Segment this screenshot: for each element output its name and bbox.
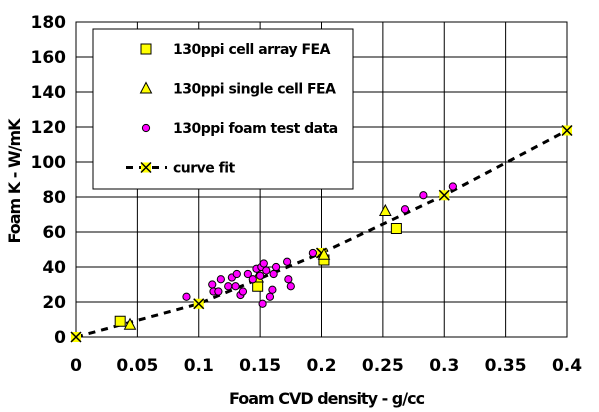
y-tick-label: 20 [42, 293, 66, 313]
data-point [259, 259, 268, 268]
data-point [438, 189, 450, 201]
x-tick-label: 0.35 [485, 356, 527, 376]
data-point [231, 282, 240, 291]
data-point [238, 287, 248, 296]
x-tick-label: 0.25 [362, 356, 404, 376]
data-point [269, 269, 278, 279]
data-point [400, 205, 410, 214]
legend-marker [141, 123, 151, 133]
y-axis-title: Foam K - W/mK [5, 118, 24, 244]
data-point [308, 248, 318, 258]
data-point [390, 223, 402, 234]
x-axis-title: Foam CVD density - g/cc [229, 389, 425, 408]
data-point [70, 331, 82, 343]
legend-label: 130ppi cell array FEA [173, 42, 331, 58]
data-point [265, 292, 275, 301]
data-point [262, 266, 271, 275]
data-point [271, 262, 281, 272]
x-tick-label: 0 [70, 356, 82, 376]
data-point [419, 191, 428, 200]
y-tick-label: 60 [42, 223, 66, 243]
x-tick-label: 0.4 [552, 356, 582, 376]
x-tick-label: 0.05 [116, 356, 158, 376]
data-point [114, 315, 126, 327]
data-point [182, 292, 191, 301]
data-point [379, 203, 392, 216]
legend-label: 130ppi single cell FEA [173, 82, 336, 98]
legend-marker [139, 81, 153, 94]
x-marker-cross [561, 124, 573, 137]
y-tick-label: 140 [31, 83, 67, 103]
data-point [193, 298, 205, 310]
data-point [268, 285, 277, 294]
x-tick-label: 0.2 [306, 356, 336, 376]
series-layer [70, 124, 573, 343]
data-point [216, 275, 225, 284]
tick-labels: 0 0.05 0.1 0.15 0.2 0.25 0.3 0.35 0.4 0 20 40 60 80 10… [31, 13, 583, 376]
data-point [214, 287, 223, 296]
x-marker-cross [70, 331, 82, 343]
data-point [317, 247, 331, 260]
y-tick-label: 180 [31, 13, 67, 33]
legend: 130ppi cell array FEA 130ppi single cell … [92, 28, 354, 190]
data-point [448, 182, 457, 191]
y-tick-label: 40 [42, 258, 66, 278]
x-tick-label: 0.3 [429, 356, 459, 376]
y-tick-label: 0 [54, 328, 66, 348]
y-tick-label: 100 [31, 153, 67, 173]
data-point [561, 124, 573, 137]
data-point [232, 269, 241, 279]
series-130ppi-foam-test-data [182, 182, 457, 308]
data-point [123, 317, 137, 330]
x-marker-cross [438, 189, 450, 201]
x-marker-cross [140, 161, 152, 174]
x-tick-label: 0.15 [239, 356, 281, 376]
legend-label: 130ppi foam test data [173, 121, 338, 137]
data-point [284, 275, 293, 284]
data-point [286, 282, 295, 291]
data-point [248, 275, 257, 284]
legend-box [92, 28, 354, 190]
legend-marker [140, 161, 152, 174]
legend-label: curve fit [173, 161, 236, 177]
data-point [224, 282, 233, 291]
data-point [208, 280, 217, 289]
y-tick-label: 160 [31, 48, 67, 68]
plot-area [75, 21, 568, 338]
y-tick-label: 120 [31, 118, 67, 138]
data-point [258, 299, 267, 308]
data-point [283, 257, 292, 266]
plot-border [75, 21, 568, 338]
x-marker-cross [193, 298, 205, 310]
data-point [243, 269, 252, 279]
x-tick-label: 0.1 [184, 356, 214, 376]
data-point [256, 271, 265, 280]
legend-marker [140, 43, 152, 55]
y-tick-label: 80 [42, 188, 66, 208]
